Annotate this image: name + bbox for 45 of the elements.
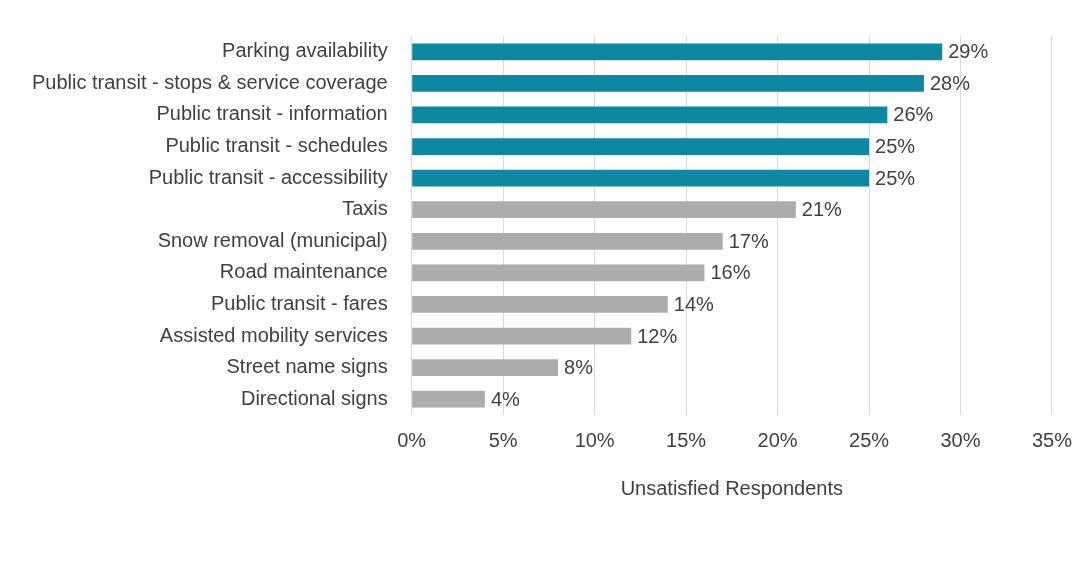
x-tick-label: 20%: [757, 428, 798, 451]
x-axis-title: Unsatisfied Respondents: [620, 476, 844, 499]
y-tick-label: Road maintenance: [219, 260, 388, 283]
x-tick-label: 5%: [488, 428, 518, 451]
x-tick-label: 15%: [666, 428, 707, 451]
y-tick-label: Taxis: [342, 197, 388, 220]
x-tick-label: 30%: [940, 428, 981, 451]
x-tick-label: 10%: [574, 428, 615, 451]
bar: [412, 296, 668, 313]
x-tick-label: 25%: [849, 428, 890, 451]
y-tick-label: Snow removal (municipal): [157, 228, 388, 251]
x-tick-label: 0%: [397, 428, 427, 451]
y-tick-label: Parking availability: [222, 39, 388, 62]
bar: [412, 138, 870, 155]
data-label: 25%: [875, 166, 916, 189]
bar: [412, 264, 705, 282]
bar: [412, 327, 632, 345]
bar: [412, 232, 723, 250]
data-label: 14%: [673, 292, 715, 315]
bar: [412, 75, 924, 92]
bar: [412, 169, 870, 187]
data-label: 25%: [875, 135, 916, 158]
data-label: 21%: [801, 198, 843, 221]
y-tick-label: Public transit - accessibility: [148, 165, 388, 188]
bar: [412, 359, 559, 376]
x-tick-label: 35%: [1031, 428, 1073, 451]
bar: [412, 390, 485, 408]
y-tick-label: Public transit - information: [156, 102, 388, 125]
data-label: 16%: [710, 261, 751, 284]
y-tick-label: Public transit - schedules: [165, 134, 388, 157]
data-label: 4%: [490, 387, 520, 410]
y-tick-label: Directional signs: [240, 386, 388, 409]
data-label: 17%: [728, 229, 769, 252]
y-tick-label: Assisted mobility services: [159, 323, 388, 346]
bar: [412, 43, 943, 61]
data-label: 12%: [637, 324, 678, 347]
data-label: 26%: [893, 103, 934, 126]
data-label: 28%: [929, 71, 971, 94]
data-label: 8%: [564, 356, 594, 379]
y-tick-label: Public transit - fares: [210, 291, 388, 314]
y-tick-label: Street name signs: [226, 355, 388, 378]
bar: [412, 201, 796, 219]
bar: [412, 106, 888, 124]
y-tick-label: Public transit - stops & service coverage: [32, 70, 388, 93]
data-label: 29%: [948, 40, 989, 63]
